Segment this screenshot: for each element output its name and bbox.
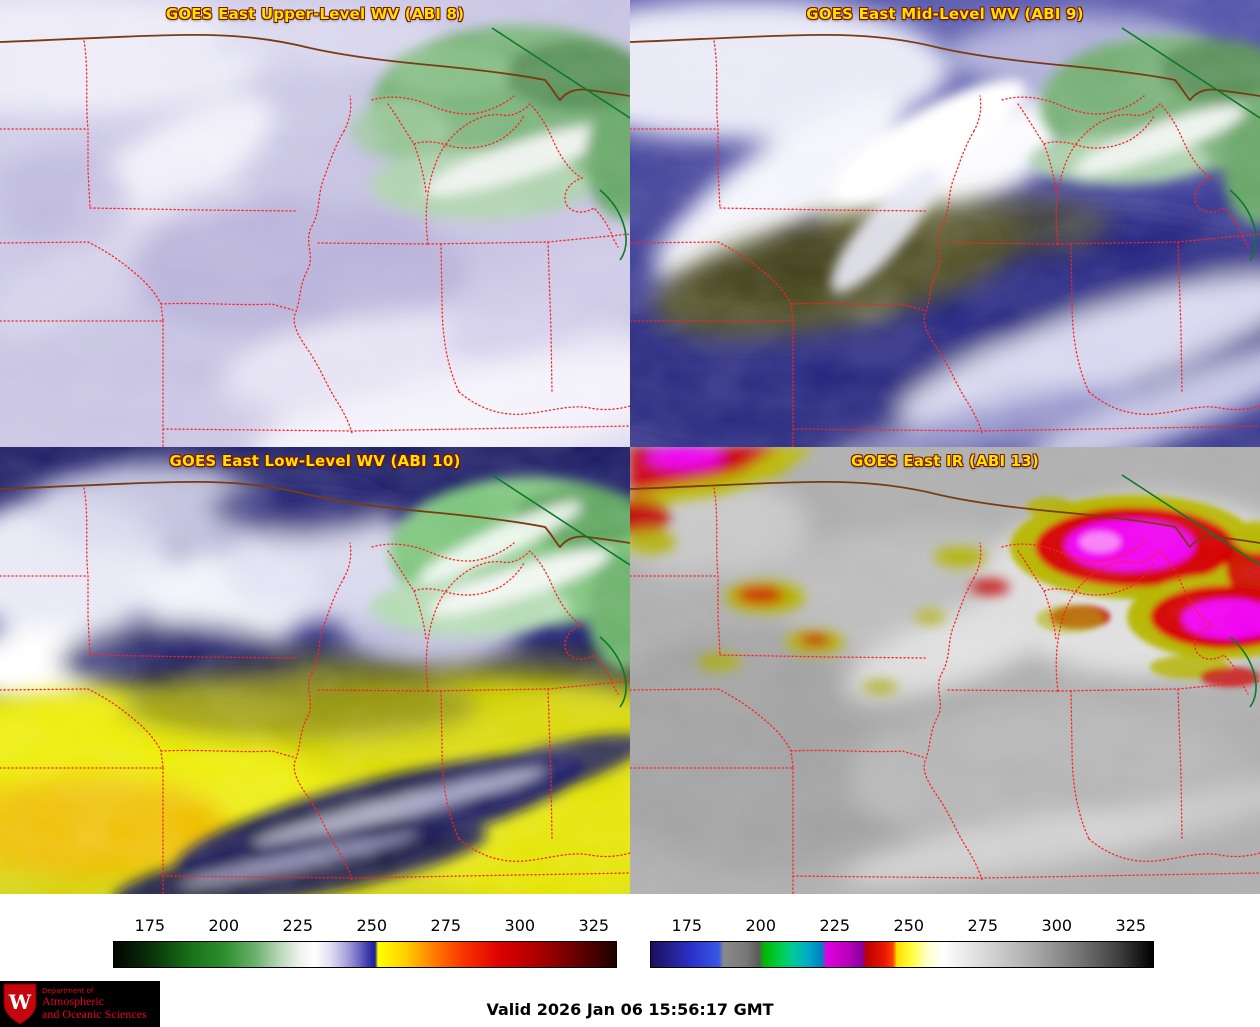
colorbar-tick-label: 200 xyxy=(208,916,240,935)
svg-text:W: W xyxy=(8,990,32,1014)
wv-colorbar: 175 200 225 250 275 300 325 xyxy=(113,916,617,968)
colorbar-tick-label: 300 xyxy=(1041,916,1073,935)
satellite-image-upper-wv xyxy=(0,0,630,447)
logo-line-oceanic: and Oceanic Sciences xyxy=(42,1006,147,1021)
colorbar-tick-label: 175 xyxy=(671,916,703,935)
colorbar-tick-label: 300 xyxy=(504,916,536,935)
colorbar-tick-label: 325 xyxy=(1115,916,1147,935)
panel-grid: GOES East Upper-Level WV (ABI 8) xyxy=(0,0,1260,894)
logo-dept-line: Department of xyxy=(42,986,94,995)
panel-abi9: GOES East Mid-Level WV (ABI 9) xyxy=(630,0,1260,447)
colorbar-tick-label: 200 xyxy=(745,916,777,935)
ir-colorbar: 175 200 225 250 275 300 325 xyxy=(650,916,1154,968)
wv-colorbar-labels: 175 200 225 250 275 300 325 xyxy=(113,916,617,938)
colorbar-tick-label: 175 xyxy=(134,916,166,935)
wv-colorbar-gradient xyxy=(113,941,617,968)
satellite-image-mid-wv xyxy=(630,0,1260,447)
logo-line-atmospheric: Atmospheric xyxy=(42,994,104,1009)
colorbar-tick-label: 325 xyxy=(578,916,610,935)
colorbar-tick-label: 225 xyxy=(819,916,851,935)
panel-abi13: GOES East IR (ABI 13) xyxy=(630,447,1260,894)
colorbar-tick-label: 225 xyxy=(282,916,314,935)
footer: 175 200 225 250 275 300 325 175 200 225 … xyxy=(0,894,1260,1027)
panel-abi10: GOES East Low-Level WV (ABI 10) xyxy=(0,447,630,894)
uw-crest-icon: W xyxy=(3,983,37,1025)
colorbar-tick-label: 275 xyxy=(967,916,999,935)
colorbar-tick-label: 250 xyxy=(356,916,388,935)
colorbar-tick-label: 275 xyxy=(430,916,462,935)
satellite-image-low-wv xyxy=(0,447,630,894)
ir-colorbar-gradient xyxy=(650,941,1154,968)
uw-aos-logo: W Department of Atmospheric and Oceanic … xyxy=(0,981,160,1027)
valid-time: Valid 2026 Jan 06 15:56:17 GMT xyxy=(486,1000,774,1019)
colorbar-tick-label: 250 xyxy=(893,916,925,935)
satellite-image-ir xyxy=(630,447,1260,894)
ir-colorbar-labels: 175 200 225 250 275 300 325 xyxy=(650,916,1154,938)
logo-text: Department of Atmospheric and Oceanic Sc… xyxy=(42,986,147,1021)
panel-abi8: GOES East Upper-Level WV (ABI 8) xyxy=(0,0,630,447)
